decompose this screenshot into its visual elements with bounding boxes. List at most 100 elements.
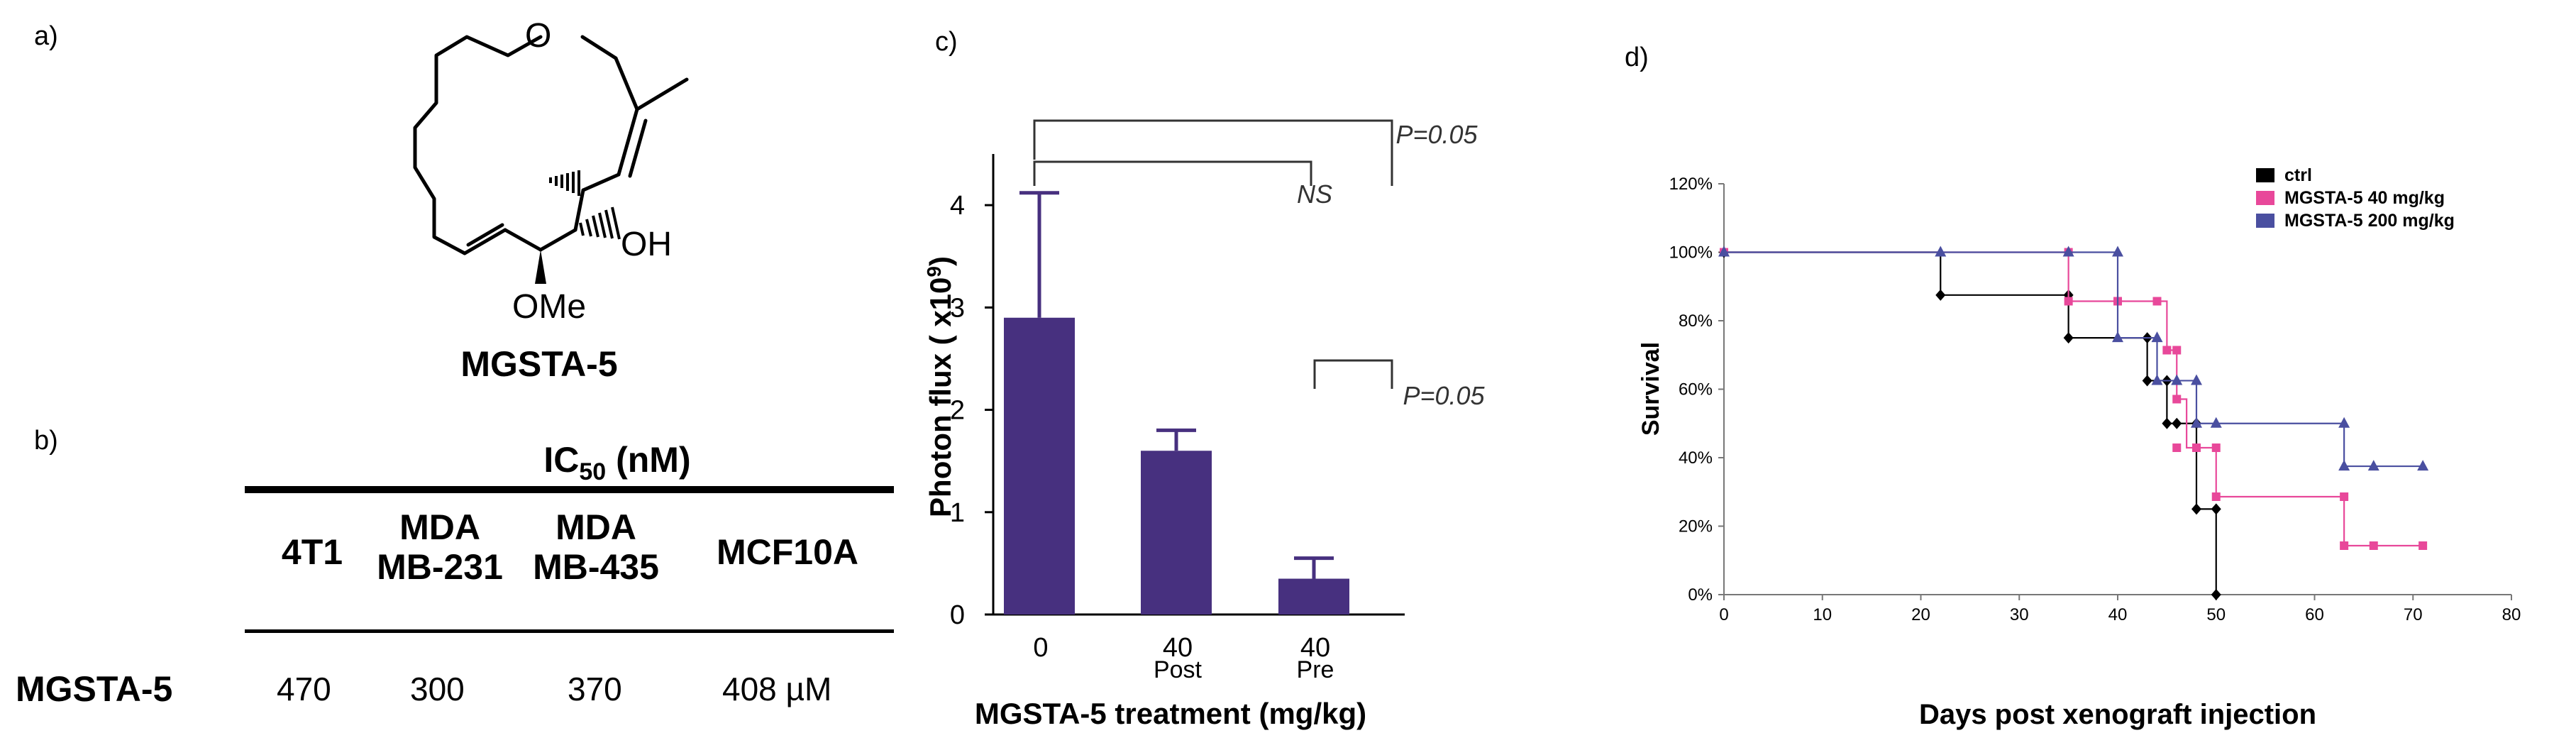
y-tick-label: 0 (950, 600, 965, 630)
data-point-ctrl (2142, 375, 2152, 387)
survival-chart-legend: ctrl MGSTA-5 40 mg/kg MGSTA-5 200 mg/kg (2256, 165, 2455, 231)
legend-label: ctrl (2284, 165, 2312, 185)
cell-mda-mb-231: 300 (410, 671, 465, 707)
cell-mda-mb-435: 370 (568, 671, 622, 707)
x-axis-title: Days post xenograft injection (1919, 699, 2316, 730)
survival-chart-series (1718, 246, 2429, 600)
survival-chart-labels: Survival Days post xenograft injection (1637, 342, 2316, 730)
cell-4t1: 470 (277, 671, 331, 707)
x-tick-label: 60 (2305, 605, 2324, 624)
y-tick-label: 60% (1679, 380, 1713, 399)
data-point-200mg (2191, 374, 2202, 385)
y-tick-label: 120% (1669, 175, 1713, 194)
structure-bonds (413, 35, 689, 255)
column-header-4t1: 4T1 (281, 532, 343, 572)
ic50-table-title: IC50 (nM) (543, 440, 691, 485)
y-tick-label: 80% (1679, 312, 1713, 331)
y-tick-label: 1 (950, 498, 965, 528)
y-tick-label: 100% (1669, 243, 1713, 263)
x-tick-label: 0 (1719, 605, 1728, 624)
data-point-200mg (2151, 331, 2163, 343)
x-tick-label: 80 (2502, 605, 2521, 624)
x-tick-label: 30 (2010, 605, 2029, 624)
series-line-40mg (1724, 251, 2423, 547)
series-line-ctrl (1724, 251, 2217, 595)
data-point-ctrl (1935, 289, 1946, 301)
ic50-table: IC50 (nM) 4T1 MDA MB-231 MDA MB-435 MCF10A… (0, 397, 922, 738)
data-point-40mg (2340, 541, 2349, 551)
legend-swatch (2256, 168, 2274, 182)
data-point-200mg (2338, 460, 2350, 471)
x-tick-label: 0 (1033, 633, 1048, 663)
data-point-200mg (2417, 460, 2429, 471)
bar-chart-bars (1004, 191, 1349, 615)
x-tick-label: 20 (1911, 605, 1930, 624)
x-tick-label: 40 (1300, 633, 1330, 663)
significance-bracket (1033, 160, 1312, 186)
data-point-ctrl (2191, 503, 2201, 515)
x-tick-sublabel: Pre (1297, 656, 1334, 683)
series-200mg (1718, 246, 2429, 471)
data-point-40mg (2172, 395, 2182, 404)
y-axis-title: Survival (1637, 342, 1664, 436)
hashed-wedge-methyl (549, 170, 580, 196)
data-point-ctrl (2063, 332, 2074, 344)
chemical-structure: O OH OMe MGSTA-5 (413, 17, 689, 384)
table-mid-rule (245, 629, 894, 633)
significance-label: NS (1297, 180, 1332, 209)
legend-swatch (2256, 214, 2274, 228)
data-point-40mg (2172, 346, 2182, 355)
data-point-ctrl (2211, 589, 2221, 600)
bar (1278, 578, 1349, 615)
panel-label-d: d) (1625, 43, 1649, 72)
bar-chart-significance: P=0.05 NS P=0.05 (1033, 119, 1486, 410)
hashed-wedge-hydroxyl (579, 206, 621, 240)
y-axis-title: Photon flux ( x109) (923, 256, 957, 517)
data-point-40mg (2192, 443, 2201, 453)
y-tick-label: 0% (1688, 585, 1713, 605)
bar (1141, 451, 1212, 615)
panel-label-c: c) (935, 27, 958, 57)
atom-o: O (525, 17, 551, 55)
series-40mg (1720, 248, 2428, 551)
data-point-40mg (2369, 541, 2378, 551)
significance-bracket (1033, 119, 1393, 186)
compound-name: MGSTA-5 (460, 344, 617, 384)
data-point-ctrl (2211, 503, 2221, 515)
y-tick-label: 2 (950, 396, 965, 426)
column-header-mcf10a: MCF10A (716, 532, 859, 572)
data-point-40mg (2064, 297, 2073, 306)
y-tick-label: 40% (1679, 448, 1713, 468)
data-point-200mg (2191, 417, 2202, 428)
series-ctrl (1719, 246, 2221, 600)
x-tick-sublabel: Post (1154, 656, 1203, 683)
table-top-rule (245, 486, 894, 493)
solid-wedge-methoxy (535, 250, 546, 284)
data-point-200mg (2367, 460, 2379, 471)
data-point-ctrl (2162, 417, 2172, 429)
data-point-200mg (2112, 246, 2123, 257)
data-point-40mg (2152, 297, 2162, 306)
atom-ome: OMe (512, 288, 586, 326)
panel-label-b: b) (34, 426, 58, 456)
significance-bracket (1313, 359, 1393, 389)
data-point-40mg (2340, 492, 2349, 502)
y-tick-label: 4 (950, 191, 965, 221)
data-point-40mg (2211, 492, 2221, 502)
data-point-200mg (2112, 331, 2123, 343)
column-header-mda-mb-435: MDA MB-435 (533, 507, 659, 587)
data-point-40mg (2172, 443, 2182, 453)
significance-label: P=0.05 (1395, 120, 1478, 149)
x-tick-label: 70 (2404, 605, 2423, 624)
atom-oh: OH (621, 226, 672, 263)
data-point-40mg (2162, 346, 2172, 355)
x-tick-label: 40 (2108, 605, 2128, 624)
data-point-200mg (2151, 374, 2163, 385)
data-point-200mg (1935, 246, 1947, 257)
y-tick-label: 20% (1679, 517, 1713, 536)
data-point-40mg (2211, 443, 2221, 453)
survival-chart-axes: 0% 20% 40% 60% 80% 100% 120% 0 10 20 30 40 50 60 70 80 (1669, 175, 2521, 624)
x-axis-title: MGSTA-5 treatment (mg/kg) (975, 697, 1366, 730)
data-point-200mg (2338, 417, 2350, 428)
data-point-200mg (2210, 417, 2222, 428)
